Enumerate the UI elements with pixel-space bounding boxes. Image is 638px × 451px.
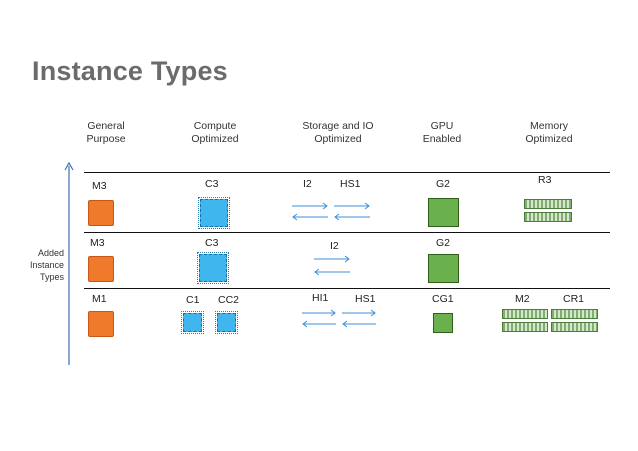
storage-label: HI1 bbox=[312, 292, 329, 304]
general-label: M3 bbox=[90, 237, 105, 249]
memory-module-icon bbox=[551, 322, 598, 332]
column-header-line: GPU bbox=[430, 120, 454, 132]
column-header-line: Optimized bbox=[314, 133, 362, 145]
gpu-label: G2 bbox=[436, 237, 451, 249]
column-header-line: Purpose bbox=[86, 133, 126, 145]
memory-module-icon bbox=[524, 199, 572, 209]
compute-label: C3 bbox=[205, 178, 219, 190]
storage-label: HS1 bbox=[355, 293, 376, 305]
row-divider bbox=[84, 172, 610, 173]
column-header-compute: Compute Optimized bbox=[170, 120, 260, 146]
double-arrow-icon bbox=[314, 255, 350, 276]
row-divider bbox=[84, 288, 610, 289]
memory-label: M2 bbox=[515, 293, 530, 305]
green-square-icon bbox=[428, 254, 459, 283]
chip-icon bbox=[215, 311, 238, 334]
orange-square-icon bbox=[88, 200, 114, 226]
compute-label: C3 bbox=[205, 237, 219, 249]
memory-module-icon bbox=[551, 309, 598, 319]
side-label-line: Added bbox=[37, 248, 64, 258]
column-header-line: Optimized bbox=[525, 133, 573, 145]
double-arrow-icon bbox=[292, 202, 328, 221]
gpu-label: CG1 bbox=[432, 293, 454, 305]
memory-label: CR1 bbox=[563, 293, 585, 305]
orange-square-icon bbox=[88, 256, 114, 282]
row-divider bbox=[84, 232, 610, 233]
double-arrow-icon bbox=[334, 202, 370, 221]
chip-icon bbox=[198, 197, 230, 229]
storage-label: HS1 bbox=[340, 178, 361, 190]
compute-label: C1 bbox=[186, 294, 200, 306]
storage-label: I2 bbox=[303, 178, 312, 190]
side-label-line: Instance bbox=[29, 260, 64, 270]
gpu-label: G2 bbox=[436, 178, 451, 190]
side-label-line: Types bbox=[39, 272, 64, 282]
green-square-icon bbox=[433, 313, 453, 333]
column-header-gpu: GPU Enabled bbox=[397, 120, 487, 146]
general-label: M1 bbox=[92, 293, 107, 305]
column-header-storage: Storage and IO Optimized bbox=[293, 120, 383, 146]
storage-label: I2 bbox=[330, 240, 339, 252]
double-arrow-icon bbox=[342, 309, 376, 328]
chip-icon bbox=[197, 252, 229, 284]
page-title: Instance Types bbox=[32, 56, 228, 86]
column-header-general: General Purpose bbox=[61, 120, 151, 146]
compute-label: CC2 bbox=[218, 294, 240, 306]
column-header-line: General bbox=[87, 120, 125, 132]
double-arrow-icon bbox=[302, 309, 336, 328]
memory-module-icon bbox=[502, 322, 548, 332]
memory-label: R3 bbox=[538, 174, 552, 186]
memory-module-icon bbox=[502, 309, 548, 319]
axis-up-arrow-icon bbox=[64, 161, 74, 365]
column-header-line: Storage and IO bbox=[302, 120, 374, 132]
column-header-line: Enabled bbox=[422, 133, 462, 145]
column-header-line: Memory bbox=[530, 120, 568, 132]
general-label: M3 bbox=[92, 180, 107, 192]
column-header-memory: Memory Optimized bbox=[504, 120, 594, 146]
column-header-line: Compute bbox=[193, 120, 237, 132]
side-label: Added Instance Types bbox=[14, 247, 64, 283]
column-header-line: Optimized bbox=[191, 133, 239, 145]
orange-square-icon bbox=[88, 311, 114, 337]
green-square-icon bbox=[428, 198, 459, 227]
chip-icon bbox=[181, 311, 204, 334]
memory-module-icon bbox=[524, 212, 572, 222]
